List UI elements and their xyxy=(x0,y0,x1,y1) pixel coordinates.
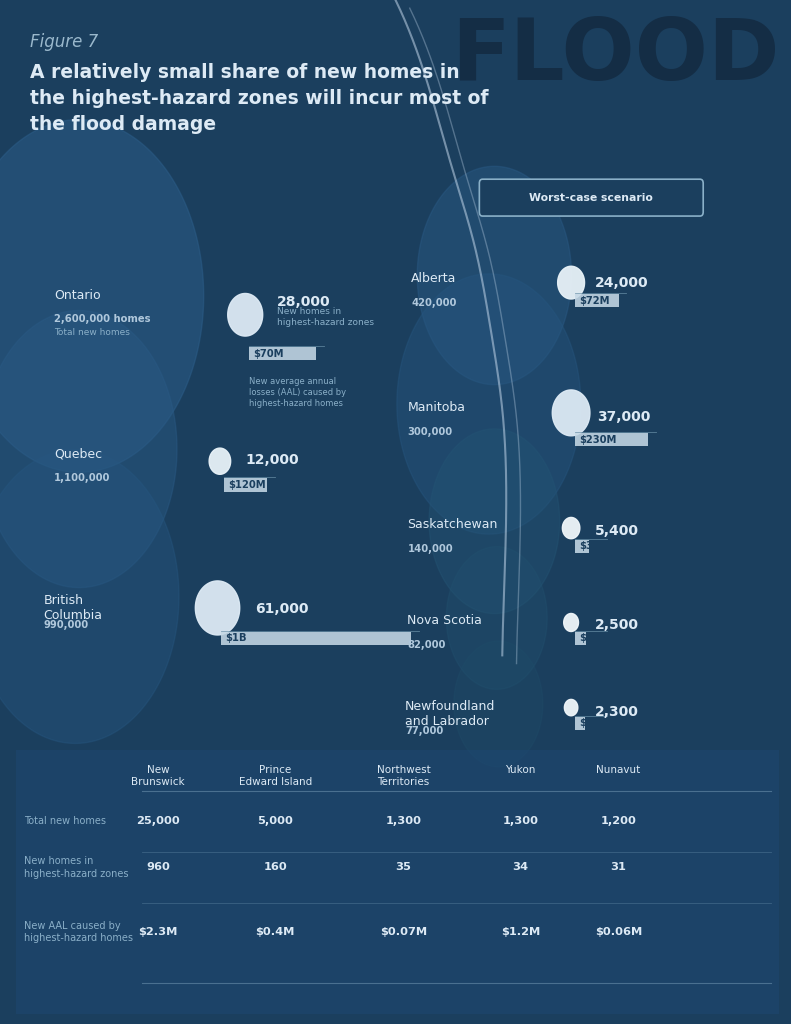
Polygon shape xyxy=(397,273,581,535)
Text: Saskatchewan: Saskatchewan xyxy=(407,518,498,531)
Text: 28,000: 28,000 xyxy=(277,295,331,309)
Text: $120M: $120M xyxy=(228,480,266,489)
Text: 1,200: 1,200 xyxy=(600,816,637,826)
Polygon shape xyxy=(430,429,559,613)
Text: $1.2M: $1.2M xyxy=(501,927,540,937)
Text: New AAL caused by
highest-hazard homes: New AAL caused by highest-hazard homes xyxy=(24,921,133,943)
Text: 300,000: 300,000 xyxy=(407,427,452,437)
Text: $3.3M: $3.3M xyxy=(579,542,613,551)
Polygon shape xyxy=(195,581,240,635)
Text: 24,000: 24,000 xyxy=(595,276,649,291)
Text: Total new homes: Total new homes xyxy=(24,816,106,826)
Text: 140,000: 140,000 xyxy=(407,544,453,554)
Text: $1.4M: $1.4M xyxy=(579,719,614,728)
Text: Quebec: Quebec xyxy=(54,447,102,461)
Polygon shape xyxy=(0,120,203,472)
Text: $0.4M: $0.4M xyxy=(255,927,295,937)
Text: $0.07M: $0.07M xyxy=(380,927,427,937)
Text: 2,500: 2,500 xyxy=(595,618,639,633)
Text: $230M: $230M xyxy=(579,435,616,444)
Text: Total new homes: Total new homes xyxy=(54,328,130,337)
Polygon shape xyxy=(0,450,179,743)
Text: New average annual
losses (AAL) caused by
highest-hazard homes: New average annual losses (AAL) caused b… xyxy=(249,377,346,408)
Text: 34: 34 xyxy=(513,862,528,872)
Text: 2,600,000 homes: 2,600,000 homes xyxy=(54,314,150,325)
Polygon shape xyxy=(454,641,543,767)
Text: 990,000: 990,000 xyxy=(44,620,89,630)
Text: 82,000: 82,000 xyxy=(407,640,446,650)
Text: $0.06M: $0.06M xyxy=(595,927,642,937)
Text: 5,400: 5,400 xyxy=(595,524,639,539)
Text: Worst-case scenario: Worst-case scenario xyxy=(529,193,653,203)
Text: Prince
Edward Island: Prince Edward Island xyxy=(239,765,312,787)
Text: 77,000: 77,000 xyxy=(405,726,443,736)
Text: 5,000: 5,000 xyxy=(257,816,293,826)
FancyBboxPatch shape xyxy=(249,347,316,360)
Text: A relatively small share of new homes in
the highest-hazard zones will incur mos: A relatively small share of new homes in… xyxy=(30,63,489,134)
FancyBboxPatch shape xyxy=(575,294,619,307)
Text: Nova Scotia: Nova Scotia xyxy=(407,614,483,628)
Text: Alberta: Alberta xyxy=(411,272,456,286)
Text: Newfoundland
and Labrador: Newfoundland and Labrador xyxy=(405,700,495,728)
Text: 2,300: 2,300 xyxy=(595,705,638,719)
Text: $1B: $1B xyxy=(225,634,247,643)
Text: 420,000: 420,000 xyxy=(411,298,456,308)
Text: $70M: $70M xyxy=(253,349,284,358)
Text: 1,100,000: 1,100,000 xyxy=(54,473,110,483)
Polygon shape xyxy=(558,266,585,299)
Text: Figure 7: Figure 7 xyxy=(30,33,98,51)
Text: 160: 160 xyxy=(263,862,287,872)
FancyBboxPatch shape xyxy=(16,750,779,1014)
Polygon shape xyxy=(228,294,263,336)
Text: 31: 31 xyxy=(611,862,626,872)
Text: Ontario: Ontario xyxy=(54,289,100,302)
Text: 1,300: 1,300 xyxy=(385,816,422,826)
Text: Manitoba: Manitoba xyxy=(407,401,465,415)
Text: 1,300: 1,300 xyxy=(502,816,539,826)
Polygon shape xyxy=(565,699,577,716)
FancyBboxPatch shape xyxy=(221,632,411,645)
Text: 25,000: 25,000 xyxy=(136,816,180,826)
Text: FLOOD: FLOOD xyxy=(451,15,779,98)
Text: New homes in
highest-hazard zones: New homes in highest-hazard zones xyxy=(24,856,128,879)
Text: New
Brunswick: New Brunswick xyxy=(131,765,185,787)
Polygon shape xyxy=(418,166,571,385)
Text: Nunavut: Nunavut xyxy=(596,765,641,775)
Text: 61,000: 61,000 xyxy=(255,602,308,616)
Polygon shape xyxy=(552,390,590,436)
Polygon shape xyxy=(209,449,231,474)
Polygon shape xyxy=(446,547,547,689)
FancyBboxPatch shape xyxy=(575,433,648,446)
Polygon shape xyxy=(564,613,578,632)
Text: $2.4M: $2.4M xyxy=(579,634,614,643)
FancyBboxPatch shape xyxy=(575,632,586,645)
FancyBboxPatch shape xyxy=(224,478,267,492)
FancyBboxPatch shape xyxy=(479,179,703,216)
Polygon shape xyxy=(562,517,580,539)
Text: Northwest
Territories: Northwest Territories xyxy=(377,765,430,787)
Text: $72M: $72M xyxy=(579,296,610,305)
Text: New homes in
highest-hazard zones: New homes in highest-hazard zones xyxy=(277,307,374,328)
Text: Yukon: Yukon xyxy=(505,765,536,775)
Text: $2.3M: $2.3M xyxy=(138,927,178,937)
Text: 35: 35 xyxy=(396,862,411,872)
Text: 37,000: 37,000 xyxy=(597,410,650,424)
FancyBboxPatch shape xyxy=(575,540,589,553)
Polygon shape xyxy=(0,310,177,588)
FancyBboxPatch shape xyxy=(575,717,585,730)
Text: 12,000: 12,000 xyxy=(245,453,299,467)
Text: British
Columbia: British Columbia xyxy=(44,594,103,622)
Text: 960: 960 xyxy=(146,862,170,872)
